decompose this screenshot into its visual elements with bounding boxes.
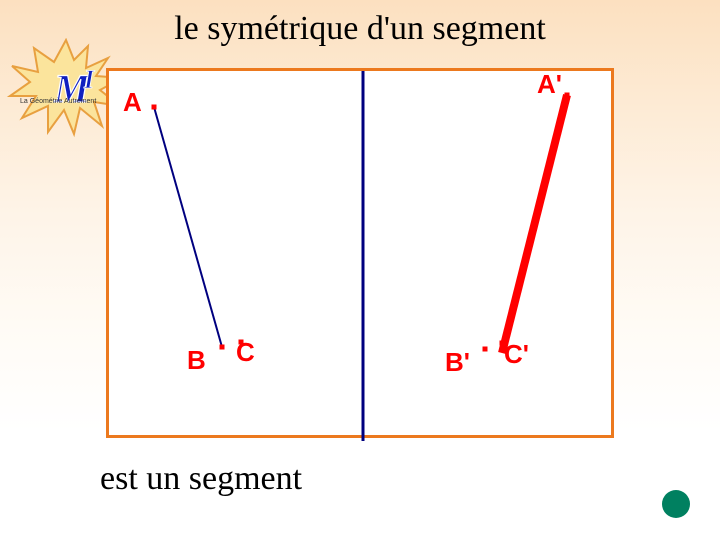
label-B_left: B (187, 345, 206, 375)
label-C_prime: C' (504, 339, 529, 369)
label-C_left: C (236, 337, 255, 367)
page-subtitle: est un segment (100, 460, 302, 498)
svg-text:I: I (83, 65, 95, 94)
segment-aprime-cprime (502, 95, 567, 353)
label-A_prime: A' (537, 71, 562, 99)
point-A_prime (565, 93, 570, 98)
point-B_left (220, 345, 225, 350)
geometry-figure: A BC A' B' C' (106, 68, 614, 438)
point-B_right (483, 347, 488, 352)
point-A (152, 105, 157, 110)
figure-svg: A BC A' B' C' (109, 71, 617, 441)
label-B_right: B' (445, 347, 470, 377)
logo-caption: La Géométrie Autrement (20, 98, 96, 105)
label-A: A (123, 87, 142, 117)
nav-dot[interactable] (662, 490, 690, 518)
segment-ab (154, 107, 222, 347)
